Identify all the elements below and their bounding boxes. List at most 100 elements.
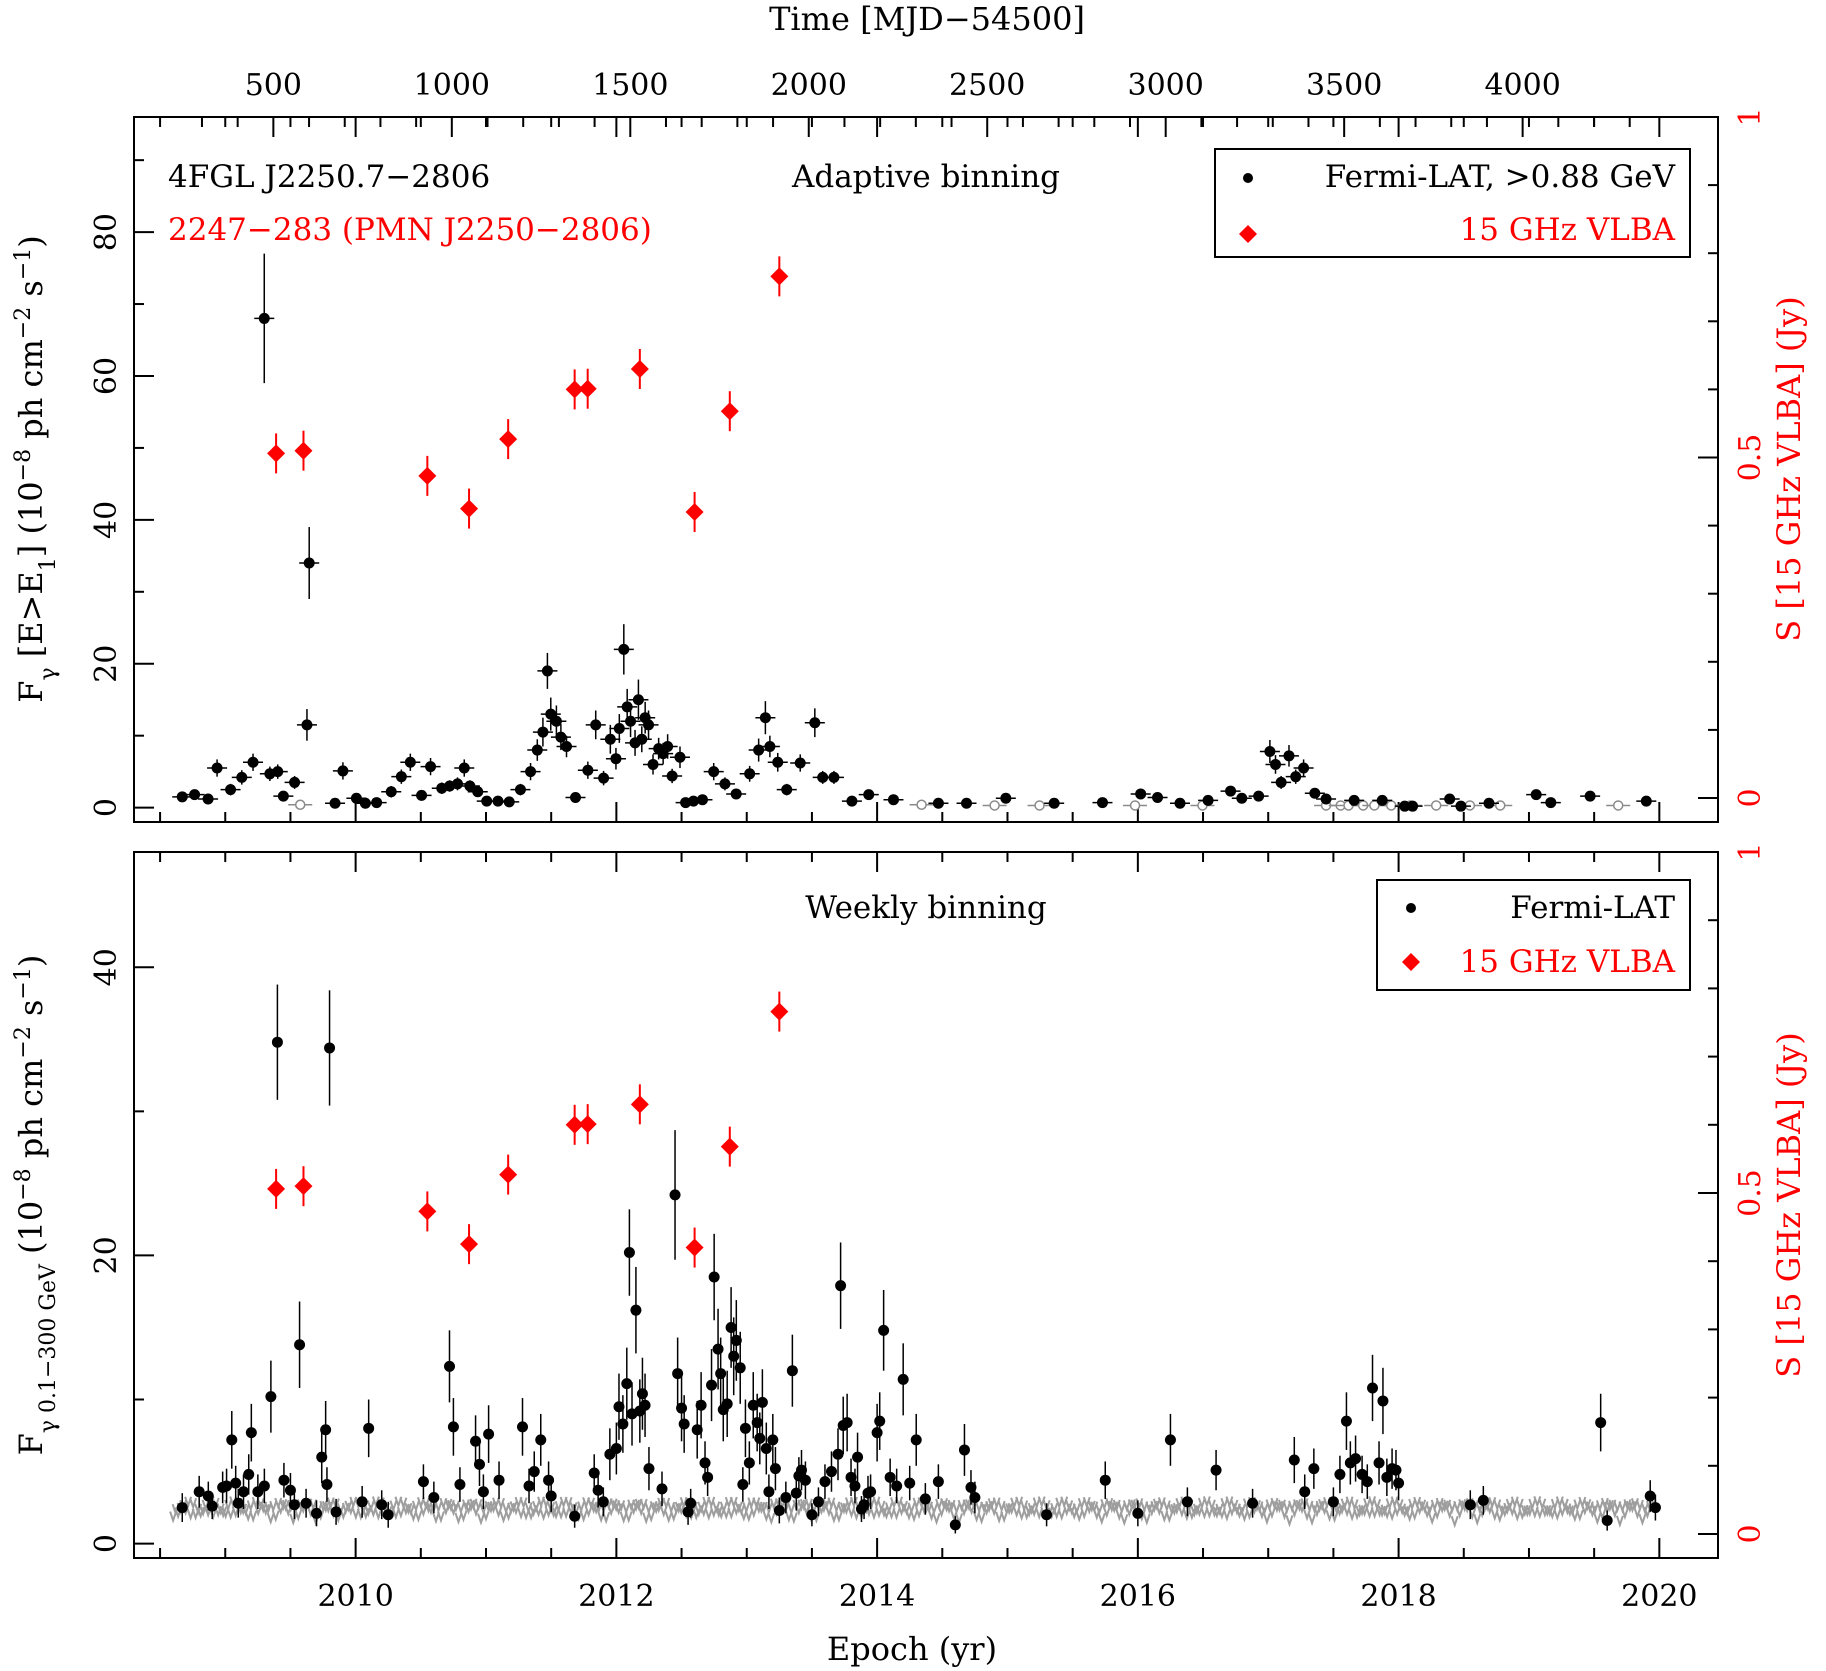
upper-limit-arrow [1182, 1509, 1191, 1522]
gamma-point [764, 740, 776, 752]
gamma-point [1275, 776, 1287, 788]
upper-limit-arrow [754, 1501, 763, 1515]
gamma-point [702, 1471, 714, 1483]
upper-limit-arrow [374, 1508, 383, 1522]
gamma-point [395, 771, 407, 783]
gamma-point [958, 1444, 970, 1456]
upper-limit-arrow [1388, 1509, 1397, 1522]
top-tick-label: 1500 [592, 68, 668, 103]
gamma-point [303, 557, 315, 569]
radio-point [630, 359, 649, 378]
radio-point [630, 1095, 649, 1114]
upper-limit-arrow [321, 1501, 330, 1514]
gamma-point [1210, 1464, 1222, 1476]
upper-limit-arrow [664, 1511, 673, 1524]
radio-point [578, 379, 597, 398]
gamma-point [452, 778, 464, 790]
gamma-point [221, 1480, 233, 1492]
legend-gamma-marker [1406, 903, 1416, 913]
gamma-point [288, 1499, 300, 1511]
upper-limit-arrow [1523, 1505, 1532, 1518]
upper-limit-arrow [1285, 1515, 1294, 1528]
upper-limit-arrow [1080, 1507, 1089, 1520]
upper-limit-arrow [1380, 1504, 1389, 1517]
gamma-point [832, 1448, 844, 1460]
upper-limit-arrow [1295, 1499, 1304, 1513]
upper-limit-arrow [1057, 1508, 1066, 1522]
upper-limit-arrow [767, 1512, 776, 1526]
upper-limit-arrow [892, 1508, 901, 1521]
gamma-point [569, 792, 581, 804]
upper-limit-arrow [787, 1503, 796, 1516]
gamma-point [786, 1365, 798, 1377]
gamma-point [337, 765, 349, 777]
upper-limit-arrow [454, 1512, 463, 1526]
upper-limit-arrow [457, 1502, 465, 1515]
upper-limit-arrow [749, 1506, 758, 1519]
upper-limit-arrow [1575, 1509, 1584, 1523]
top-tick-label: 3000 [1128, 68, 1204, 103]
gamma-point [1320, 793, 1332, 805]
radio-point [294, 441, 313, 460]
upper-limit-arrow [497, 1497, 505, 1511]
gamma-point [363, 1422, 375, 1434]
gamma-point [189, 789, 201, 801]
upper-limit-arrow [539, 1508, 548, 1522]
upper-limit-arrow [391, 1507, 400, 1521]
upper-limit-arrow [942, 1500, 951, 1513]
upper-limit-arrow [1513, 1509, 1522, 1522]
radio-point [565, 380, 584, 399]
upper-limit-arrow [1260, 1503, 1269, 1516]
upper-limit-arrow [1222, 1509, 1231, 1522]
top-tick-label: 4000 [1484, 68, 1560, 103]
upper-limit-arrow [1475, 1502, 1484, 1515]
gamma-point [845, 1471, 857, 1483]
upper-limit-arrow [1197, 1497, 1206, 1511]
gamma-point [1135, 788, 1147, 800]
upper-limit-arrow [266, 1512, 275, 1526]
upper-limit-arrow [1107, 1500, 1116, 1514]
gamma-point [1595, 1417, 1607, 1429]
legend-gamma-label: Fermi-LAT [1510, 890, 1675, 926]
upper-limit-arrow [1210, 1505, 1219, 1519]
x-tick-label: 2014 [839, 1579, 915, 1614]
upper-limit-arrow [1348, 1509, 1357, 1522]
gamma-point [1298, 762, 1310, 774]
gamma-point [699, 1457, 711, 1469]
gamma-point [730, 1334, 742, 1346]
gamma-point [350, 792, 362, 804]
upper-limit-arrow [1450, 1515, 1459, 1529]
upper-limit-arrow [804, 1498, 813, 1511]
gamma-point [636, 1388, 648, 1400]
gamma-point [721, 1398, 733, 1410]
upper-limit-arrow [1343, 1505, 1352, 1518]
upper-limit-arrow [1440, 1500, 1449, 1513]
upper-limit-arrow [474, 1498, 483, 1512]
upper-limit-arrow [1308, 1513, 1316, 1527]
upper-limit-arrow [1370, 1507, 1379, 1520]
upper-limit-arrow [1473, 1513, 1482, 1527]
gamma-point [1644, 1490, 1656, 1502]
upper-limit-arrow [499, 1511, 508, 1524]
upper-limit-arrow [534, 1505, 543, 1518]
upper-limit-arrow [839, 1502, 848, 1515]
gamma-point [754, 1432, 766, 1444]
upper-limit-arrow [431, 1511, 440, 1525]
upper-limit-arrow [1508, 1504, 1517, 1518]
gamma-point [277, 790, 289, 802]
legend-gamma-marker [1243, 173, 1253, 183]
upper-limit-arrow [1170, 1503, 1179, 1517]
gamma-point [1000, 792, 1012, 804]
gamma-point [666, 770, 678, 782]
upper-limit-arrow [557, 1507, 566, 1521]
upper-limit-arrow [271, 1510, 280, 1523]
gamma-point [687, 795, 699, 807]
gamma-point [828, 771, 840, 783]
gamma-point [416, 789, 428, 801]
upper-limit-arrow [494, 1506, 503, 1519]
gamma-point [760, 1442, 772, 1454]
gamma-point [753, 744, 765, 756]
upper-limit-arrow [434, 1501, 443, 1514]
gamma-point [1381, 1471, 1393, 1483]
gamma-point [458, 762, 470, 774]
